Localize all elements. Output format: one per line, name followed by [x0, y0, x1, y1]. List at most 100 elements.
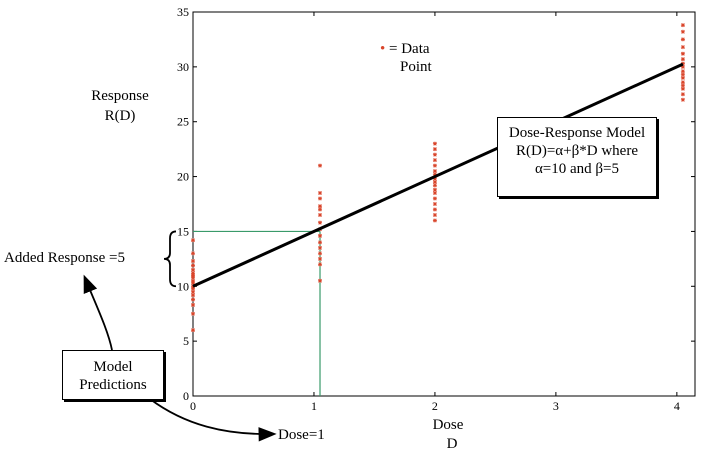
- data-point: [680, 69, 685, 74]
- data-point: [318, 256, 323, 261]
- data-point: [432, 176, 437, 181]
- data-point: [191, 289, 195, 294]
- data-point: [191, 311, 195, 316]
- y-tick-label: 30: [177, 60, 189, 74]
- plot-axes: [192, 11, 696, 397]
- data-point: [191, 284, 195, 289]
- data-point: [432, 169, 437, 174]
- model-line: [192, 62, 684, 288]
- data-point: [432, 202, 437, 206]
- data-point: [680, 64, 685, 69]
- data-point: [191, 297, 195, 302]
- x-tick-label: 4: [674, 399, 680, 413]
- arrow-to-added-response: [83, 274, 113, 351]
- data-point: [191, 259, 195, 264]
- data-point: [191, 271, 195, 276]
- data-point: [432, 212, 437, 217]
- y-tick-label: 15: [177, 224, 189, 238]
- x-axis-label: Dose: [433, 417, 464, 433]
- data-point: [318, 196, 323, 201]
- data-point: [680, 23, 685, 28]
- data-point: [680, 29, 685, 34]
- data-point: [191, 302, 195, 307]
- data-point: [191, 280, 195, 285]
- y-tick-label: 10: [177, 279, 189, 293]
- legend-symbol: •: [380, 41, 386, 57]
- data-point: [191, 267, 195, 272]
- data-point: [191, 293, 195, 298]
- y-axis-label: Response: [91, 88, 149, 104]
- data-point: [318, 251, 323, 256]
- data-point: [680, 45, 685, 50]
- data-point: [680, 51, 685, 56]
- predictions-box: Model Predictions: [62, 350, 164, 400]
- data-point: [432, 163, 437, 168]
- data-point: [191, 328, 195, 333]
- y-tick-label: 20: [177, 170, 189, 184]
- y-tick-label: 35: [177, 5, 189, 19]
- data-point: [318, 240, 323, 245]
- legend: • = Data Point: [380, 40, 480, 76]
- x-tick-label: 1: [311, 399, 317, 413]
- x-tick-label: 2: [432, 399, 438, 413]
- data-point: [318, 204, 323, 209]
- data-point: [318, 278, 323, 283]
- predictions-line1: Model: [93, 359, 133, 375]
- model-box: Dose-Response Model R(D)=α+β*D where α=1…: [497, 117, 657, 197]
- x-tick-label: 3: [553, 399, 559, 413]
- predictions-line2: Predictions: [79, 377, 147, 393]
- data-point: [432, 172, 437, 177]
- data-points: [191, 23, 685, 333]
- model-box-line1: Dose-Response Model: [508, 125, 646, 141]
- data-point: [318, 212, 323, 217]
- y-tick-label: 5: [183, 334, 189, 348]
- y-tick-label: 0: [183, 389, 189, 403]
- data-point: [680, 72, 685, 77]
- data-point: [680, 80, 685, 85]
- data-point: [680, 61, 685, 66]
- legend-text-line2: Point: [400, 59, 432, 75]
- arrow-to-dose-label: [149, 398, 277, 442]
- data-point: [191, 275, 195, 280]
- x-tick-label: 0: [190, 399, 196, 413]
- data-point: [191, 263, 195, 268]
- data-point: [680, 37, 685, 42]
- curly-brace: [163, 230, 177, 288]
- data-point: [680, 83, 685, 88]
- data-point: [432, 141, 437, 146]
- data-point: [432, 207, 437, 212]
- data-point: [318, 207, 323, 212]
- data-point: [191, 278, 195, 283]
- annotation-arrows: [83, 230, 277, 442]
- data-point: [680, 92, 685, 97]
- data-point: [318, 220, 323, 225]
- model-box-line2: R(D)=α+β*D where: [516, 143, 638, 159]
- data-point: [432, 180, 437, 185]
- model-box-line3: α=10 and β=5: [534, 161, 620, 177]
- data-point: [432, 152, 437, 157]
- data-point: [191, 238, 195, 243]
- plot-frame: [192, 11, 696, 397]
- data-point: [318, 245, 323, 250]
- y-tick-label: 25: [177, 115, 189, 129]
- data-point: [680, 57, 685, 62]
- dose-annotation-label: Dose=1: [278, 427, 325, 443]
- data-point: [432, 218, 437, 223]
- data-point: [318, 163, 323, 168]
- data-point: [432, 158, 437, 163]
- data-point: [680, 75, 685, 80]
- legend-text-line1: = Data: [389, 41, 430, 57]
- data-point: [432, 191, 437, 196]
- data-point: [191, 286, 195, 291]
- data-point: [318, 262, 323, 267]
- tick-labels: 0 5 10 15 20 25 30 35 0 1 2 3 4: [177, 5, 680, 413]
- y-axis-label-sub: R(D): [105, 108, 136, 124]
- added-response-label: Added Response =5: [4, 250, 125, 266]
- data-point: [432, 147, 437, 152]
- data-point: [318, 191, 323, 196]
- data-point: [191, 273, 195, 278]
- axis-labels: Response R(D) Dose D: [91, 88, 464, 452]
- data-point: [680, 97, 685, 102]
- data-point: [318, 233, 323, 238]
